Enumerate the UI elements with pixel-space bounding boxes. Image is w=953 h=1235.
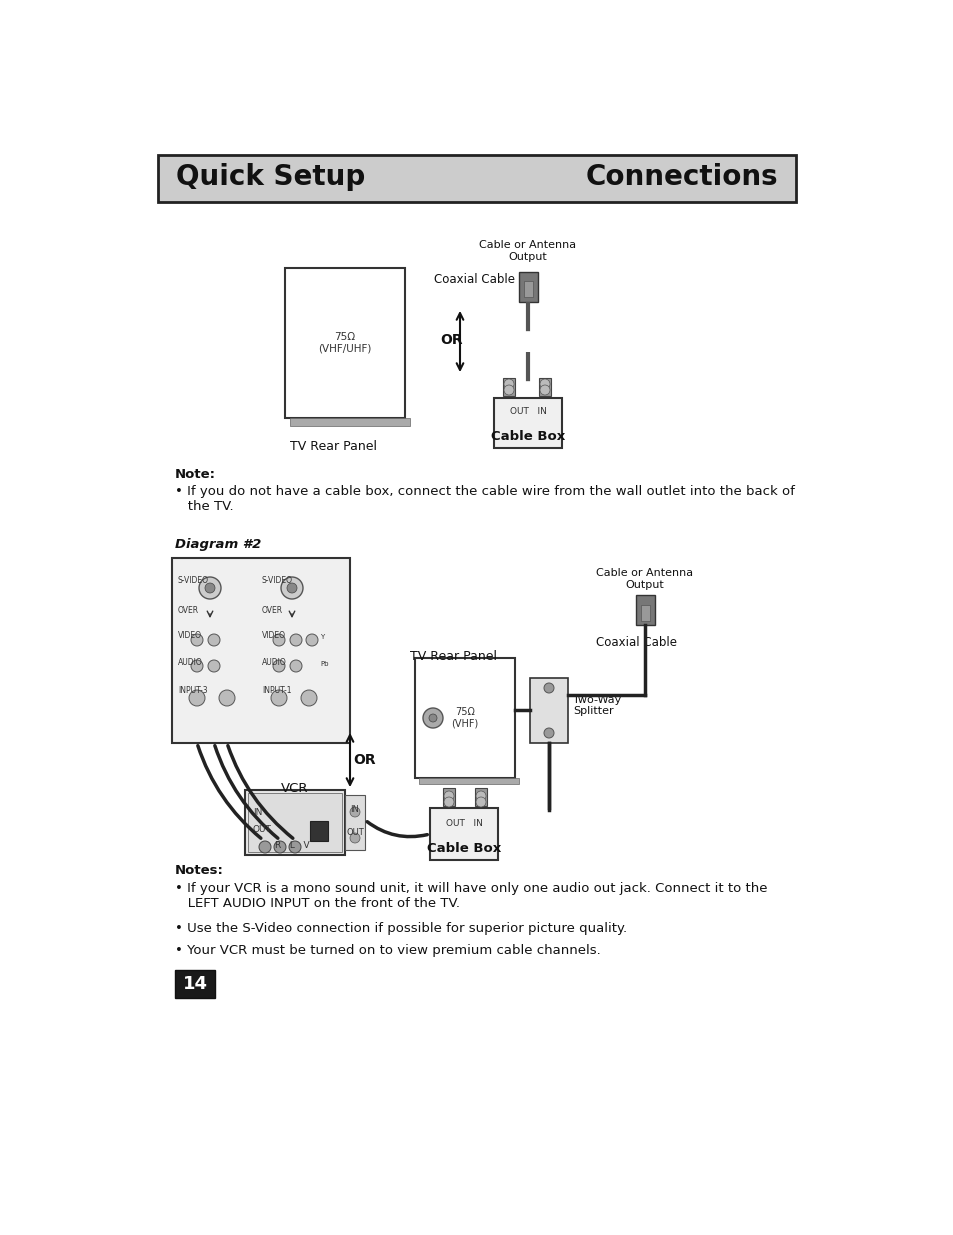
Bar xyxy=(442,788,455,806)
Circle shape xyxy=(189,690,205,706)
Circle shape xyxy=(274,841,286,853)
Text: Cable or Antenna
Output: Cable or Antenna Output xyxy=(479,240,576,262)
Text: AUDIO: AUDIO xyxy=(262,658,287,667)
Circle shape xyxy=(191,659,203,672)
Bar xyxy=(310,821,328,841)
Text: AUDIO: AUDIO xyxy=(178,658,203,667)
Bar xyxy=(245,790,345,855)
Bar xyxy=(636,595,655,625)
Bar xyxy=(518,272,537,303)
Text: • Your VCR must be turned on to view premium cable channels.: • Your VCR must be turned on to view pre… xyxy=(174,944,600,957)
Bar xyxy=(523,282,533,296)
Bar xyxy=(158,156,795,203)
Text: OVER: OVER xyxy=(262,606,283,615)
Bar xyxy=(418,778,518,784)
Circle shape xyxy=(539,379,550,389)
Text: Pb: Pb xyxy=(319,661,328,667)
Bar xyxy=(248,793,341,852)
Circle shape xyxy=(208,634,220,646)
Text: TV Rear Panel: TV Rear Panel xyxy=(290,440,376,453)
Circle shape xyxy=(476,790,485,802)
Text: VIDEO: VIDEO xyxy=(262,631,286,640)
Text: VCR: VCR xyxy=(281,782,309,795)
Circle shape xyxy=(301,690,316,706)
Circle shape xyxy=(205,583,214,593)
Text: • If you do not have a cable box, connect the cable wire from the wall outlet in: • If you do not have a cable box, connec… xyxy=(174,485,794,513)
Text: OR: OR xyxy=(353,753,375,767)
Text: OUT: OUT xyxy=(253,825,272,834)
Text: Coaxial Cable: Coaxial Cable xyxy=(596,636,677,650)
Text: IN: IN xyxy=(350,805,359,814)
Text: Cable Box: Cable Box xyxy=(426,841,500,855)
Circle shape xyxy=(273,634,285,646)
Circle shape xyxy=(271,690,287,706)
Circle shape xyxy=(287,583,296,593)
Circle shape xyxy=(290,659,302,672)
Bar xyxy=(430,808,497,860)
Text: Quick Setup: Quick Setup xyxy=(175,163,365,191)
Circle shape xyxy=(191,634,203,646)
Circle shape xyxy=(289,841,301,853)
Text: Notes:: Notes: xyxy=(174,864,224,877)
Circle shape xyxy=(306,634,317,646)
Text: OUT: OUT xyxy=(346,827,363,837)
Text: OUT   IN: OUT IN xyxy=(509,408,546,416)
Circle shape xyxy=(543,683,554,693)
Bar xyxy=(290,417,410,426)
Text: VIDEO: VIDEO xyxy=(178,631,202,640)
Circle shape xyxy=(208,659,220,672)
Bar xyxy=(494,398,561,448)
Text: Note:: Note: xyxy=(174,468,215,480)
Text: OR: OR xyxy=(439,333,462,347)
Bar xyxy=(174,969,214,998)
Text: Diagram #2: Diagram #2 xyxy=(174,538,261,551)
Bar xyxy=(502,378,515,396)
Circle shape xyxy=(443,797,454,806)
Circle shape xyxy=(543,727,554,739)
Text: 75Ω
(VHF/UHF): 75Ω (VHF/UHF) xyxy=(318,332,372,353)
Text: IN: IN xyxy=(253,808,262,818)
Circle shape xyxy=(422,708,442,727)
Bar xyxy=(172,558,350,743)
Circle shape xyxy=(539,385,550,395)
Bar xyxy=(538,378,551,396)
Bar xyxy=(530,678,567,743)
Circle shape xyxy=(199,577,221,599)
Circle shape xyxy=(273,659,285,672)
Circle shape xyxy=(219,690,234,706)
Text: TV Rear Panel: TV Rear Panel xyxy=(410,650,497,663)
Text: R   L   V: R L V xyxy=(274,841,310,850)
Bar xyxy=(415,658,515,778)
Circle shape xyxy=(290,634,302,646)
Bar xyxy=(640,605,649,621)
Circle shape xyxy=(350,832,359,844)
Circle shape xyxy=(258,841,271,853)
Text: S-VIDEO: S-VIDEO xyxy=(178,576,209,585)
Text: Y: Y xyxy=(319,634,324,640)
Text: OUT   IN: OUT IN xyxy=(445,819,482,827)
Text: Cable Box: Cable Box xyxy=(491,430,564,442)
Text: Two-Way
Splitter: Two-Way Splitter xyxy=(573,695,620,716)
Text: Connections: Connections xyxy=(585,163,778,191)
Circle shape xyxy=(350,806,359,818)
Circle shape xyxy=(503,385,514,395)
Circle shape xyxy=(503,379,514,389)
Circle shape xyxy=(476,797,485,806)
Text: INPUT-1: INPUT-1 xyxy=(262,685,292,695)
Bar xyxy=(345,795,365,850)
Text: 75Ω
(VHF): 75Ω (VHF) xyxy=(451,708,478,729)
Text: • Use the S-Video connection if possible for superior picture quality.: • Use the S-Video connection if possible… xyxy=(174,923,626,935)
Text: OVER: OVER xyxy=(178,606,199,615)
Text: Coaxial Cable: Coaxial Cable xyxy=(434,273,515,287)
Text: 14: 14 xyxy=(182,974,208,993)
Circle shape xyxy=(281,577,303,599)
Bar xyxy=(285,268,405,417)
Text: INPUT-3: INPUT-3 xyxy=(178,685,208,695)
Text: • If your VCR is a mono sound unit, it will have only one audio out jack. Connec: • If your VCR is a mono sound unit, it w… xyxy=(174,882,767,910)
Circle shape xyxy=(429,714,436,722)
Text: Cable or Antenna
Output: Cable or Antenna Output xyxy=(596,568,693,589)
Text: S-VIDEO: S-VIDEO xyxy=(262,576,293,585)
Bar xyxy=(475,788,486,806)
Circle shape xyxy=(443,790,454,802)
